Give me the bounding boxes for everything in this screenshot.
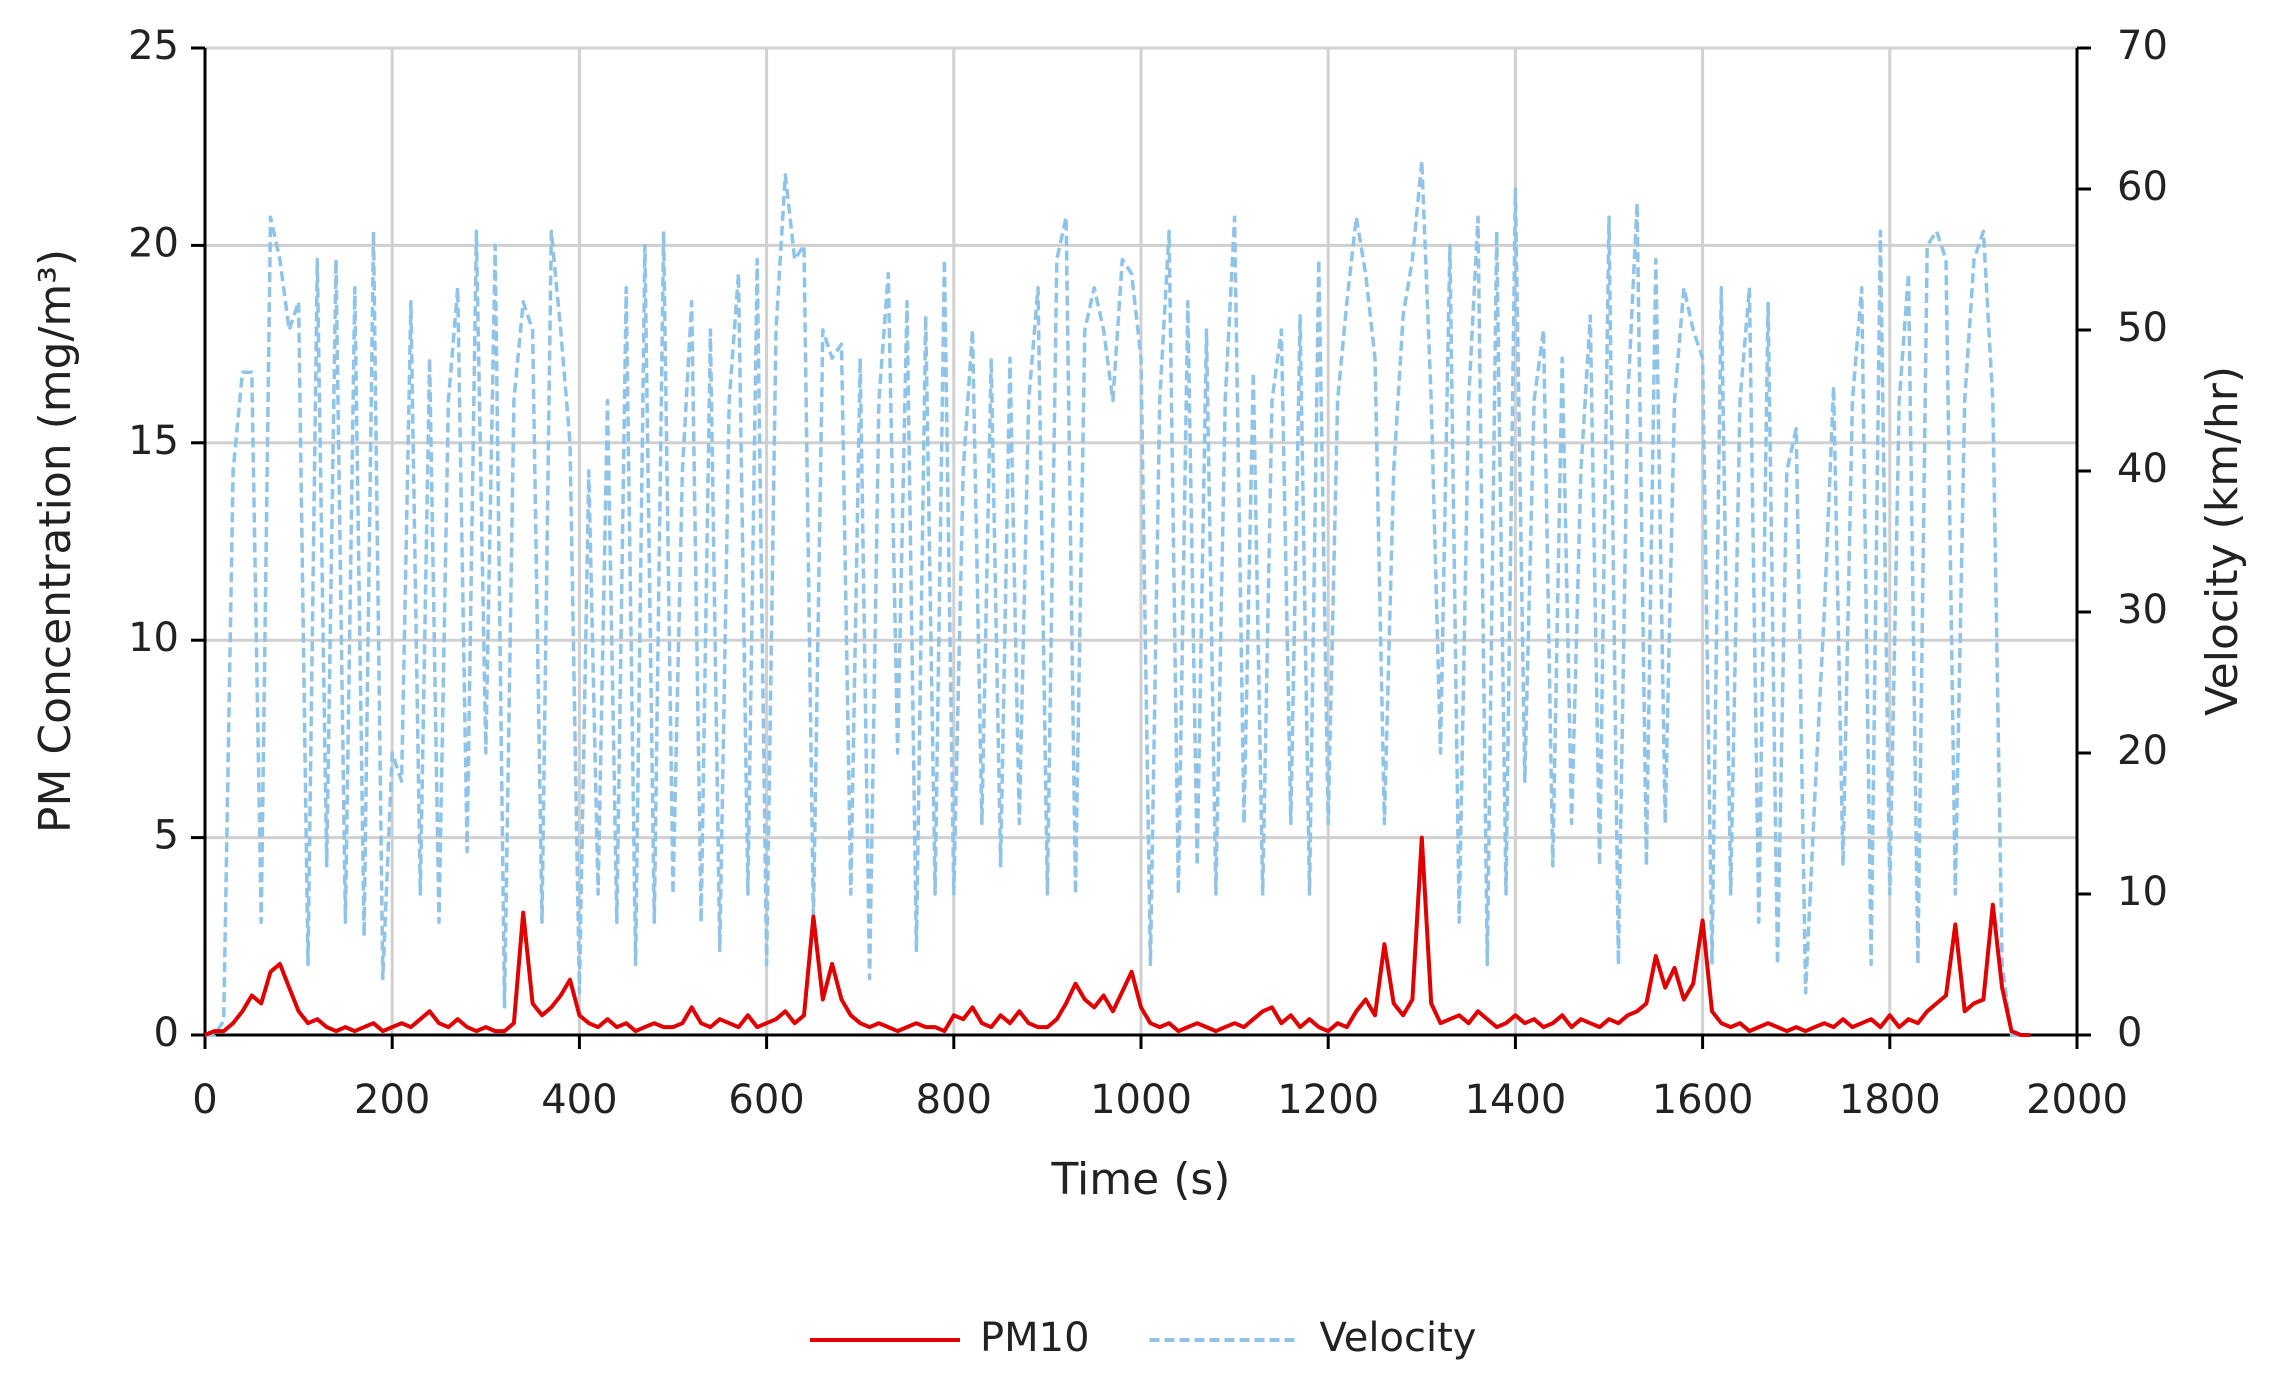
- x-tick-label: 0: [192, 1077, 217, 1123]
- y2-tick-label: 60: [2117, 164, 2168, 210]
- y2-tick-label: 10: [2117, 869, 2168, 915]
- y-tick-label: 0: [154, 1010, 179, 1056]
- y2-tick-label: 70: [2117, 23, 2168, 69]
- y2-tick-label: 40: [2117, 446, 2168, 492]
- y2-axis-title: Velocity (km/hr): [2197, 366, 2248, 716]
- y2-tick-label: 50: [2117, 305, 2168, 351]
- legend-label: Velocity: [1320, 1315, 1477, 1361]
- series-line: [205, 159, 2031, 1037]
- y2-tick-label: 20: [2117, 728, 2168, 774]
- y-tick-label: 5: [154, 813, 179, 859]
- x-tick-label: 600: [728, 1077, 804, 1123]
- x-tick-label: 1000: [1090, 1077, 1192, 1123]
- x-axis-title: Time (s): [1051, 1154, 1231, 1205]
- x-tick-label: 200: [354, 1077, 430, 1123]
- x-tick-label: 1200: [1277, 1077, 1379, 1123]
- legend-label: PM10: [980, 1315, 1090, 1361]
- x-tick-label: 1800: [1839, 1077, 1941, 1123]
- y2-tick-label: 30: [2117, 587, 2168, 633]
- x-tick-label: 1400: [1465, 1077, 1567, 1123]
- x-tick-label: 1600: [1652, 1077, 1754, 1123]
- y-tick-label: 10: [128, 615, 179, 661]
- y-tick-label: 15: [128, 418, 179, 464]
- x-tick-label: 2000: [2026, 1077, 2128, 1123]
- x-tick-label: 800: [916, 1077, 992, 1123]
- y2-tick-label: 0: [2117, 1010, 2142, 1056]
- y-tick-label: 20: [128, 220, 179, 266]
- series-line: [204, 835, 2031, 1037]
- y-axis-title: PM Concentration (mg/m³): [30, 249, 81, 833]
- y-tick-label: 25: [128, 23, 179, 69]
- x-tick-label: 400: [541, 1077, 617, 1123]
